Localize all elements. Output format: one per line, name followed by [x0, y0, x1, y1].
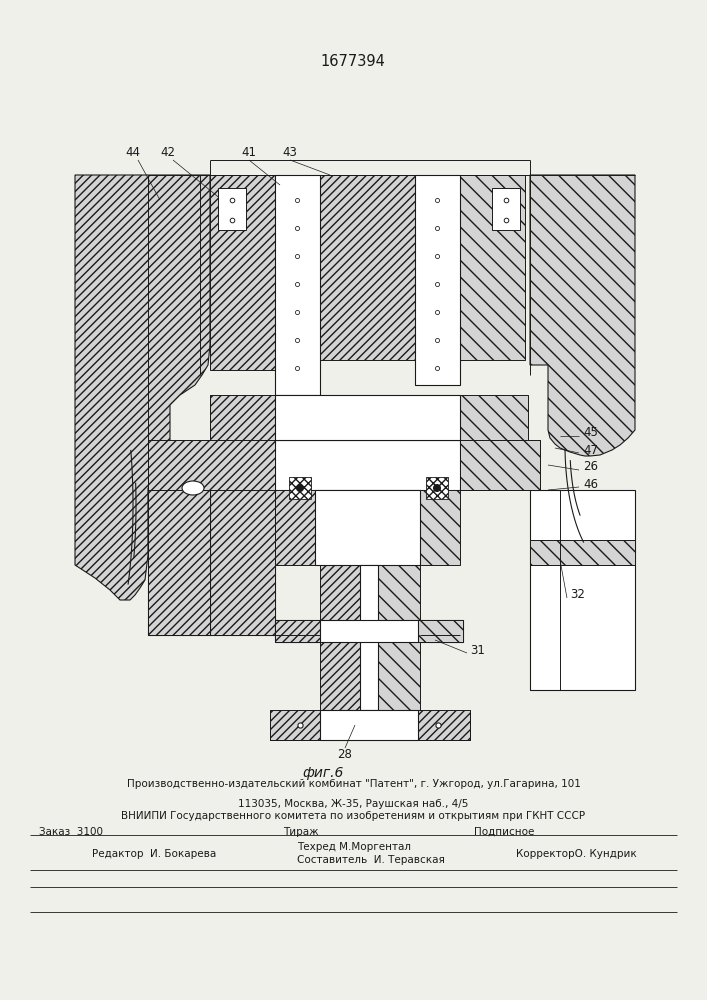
Bar: [320, 710, 418, 740]
Bar: [378, 565, 420, 710]
Text: 1677394: 1677394: [320, 54, 385, 70]
Bar: [148, 490, 210, 635]
Bar: [275, 175, 320, 395]
Polygon shape: [75, 175, 210, 600]
Bar: [270, 710, 470, 740]
Text: 26: 26: [583, 460, 598, 474]
Text: Заказ  3100: Заказ 3100: [39, 827, 103, 837]
Text: Составитель  И. Теравская: Составитель И. Теравская: [297, 855, 445, 865]
Circle shape: [433, 485, 440, 491]
Bar: [415, 175, 460, 385]
Bar: [360, 565, 378, 710]
Text: 28: 28: [337, 748, 352, 762]
Bar: [289, 477, 311, 499]
Text: 46: 46: [583, 478, 598, 490]
Text: 32: 32: [570, 588, 585, 601]
Bar: [460, 440, 540, 490]
Text: Техред М.Моргентал: Техред М.Моргентал: [297, 842, 411, 852]
Bar: [426, 477, 448, 499]
Bar: [148, 440, 275, 490]
Text: Редактор  И. Бокарева: Редактор И. Бокарева: [92, 849, 216, 859]
Bar: [275, 620, 320, 642]
Bar: [210, 395, 275, 440]
Bar: [275, 620, 320, 642]
Bar: [148, 440, 540, 490]
Bar: [418, 620, 463, 642]
Bar: [210, 490, 275, 635]
Text: КорректорО. Кундрик: КорректорО. Кундрик: [516, 849, 637, 859]
Text: ВНИИПИ Государственного комитета по изобретениям и открытиям при ГКНТ СССР: ВНИИПИ Государственного комитета по изоб…: [122, 811, 585, 821]
Ellipse shape: [182, 481, 204, 495]
Text: 42: 42: [160, 146, 175, 159]
Bar: [320, 620, 418, 642]
Bar: [315, 490, 420, 565]
Bar: [275, 395, 460, 440]
Bar: [460, 175, 525, 360]
Bar: [418, 620, 463, 642]
Text: Тираж: Тираж: [283, 827, 318, 837]
Circle shape: [297, 485, 303, 491]
Text: 31: 31: [470, 644, 485, 656]
Bar: [148, 490, 210, 635]
Bar: [275, 490, 315, 565]
Text: 41: 41: [242, 146, 257, 159]
Text: фиг.6: фиг.6: [303, 766, 344, 780]
Bar: [148, 490, 275, 635]
Bar: [210, 490, 275, 635]
Bar: [420, 490, 460, 565]
Text: 44: 44: [126, 146, 141, 159]
Bar: [320, 565, 360, 710]
Polygon shape: [530, 175, 635, 456]
Text: Производственно-издательский комбинат "Патент", г. Ужгород, ул.Гагарина, 101: Производственно-издательский комбинат "П…: [127, 779, 580, 789]
Bar: [530, 540, 635, 565]
Bar: [148, 440, 540, 490]
Text: 45: 45: [583, 426, 598, 440]
Bar: [218, 188, 246, 230]
Bar: [492, 188, 520, 230]
Bar: [530, 540, 635, 565]
Bar: [275, 175, 460, 360]
Bar: [210, 175, 275, 370]
Text: Подписное: Подписное: [474, 827, 534, 837]
Bar: [530, 490, 635, 690]
Bar: [460, 395, 528, 440]
Text: 47: 47: [583, 444, 598, 456]
Text: 43: 43: [283, 146, 298, 159]
Bar: [275, 440, 460, 490]
Text: 113035, Москва, Ж-35, Раушская наб., 4/5: 113035, Москва, Ж-35, Раушская наб., 4/5: [238, 799, 469, 809]
